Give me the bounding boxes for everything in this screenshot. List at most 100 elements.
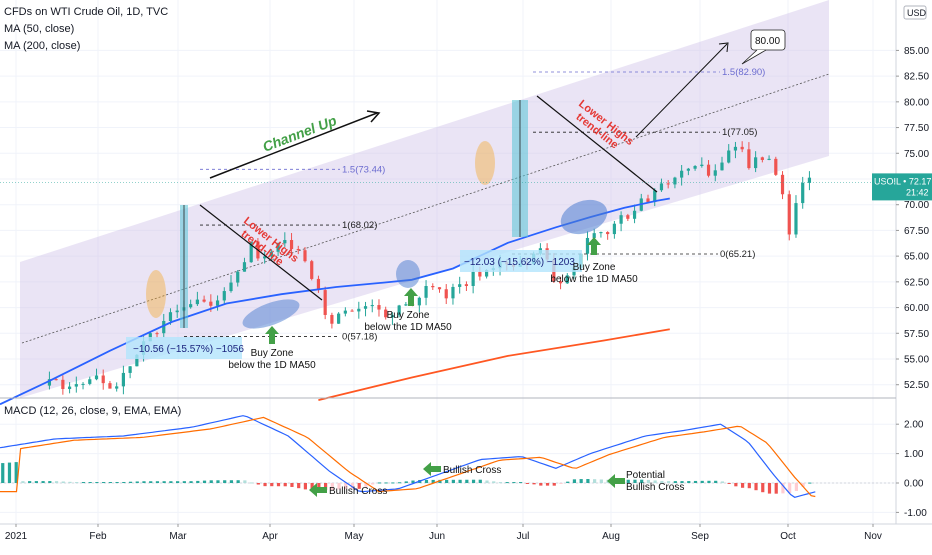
candle-body xyxy=(222,291,226,301)
macd-histogram-bar xyxy=(330,483,334,490)
candle-body xyxy=(774,158,778,175)
candle-body xyxy=(754,157,758,169)
candle-body xyxy=(680,170,684,178)
candle-body xyxy=(424,285,428,298)
macd-histogram-bar xyxy=(788,483,792,494)
macd-histogram-bar xyxy=(693,480,698,483)
candle-body xyxy=(760,157,764,160)
buy-zone-arrow-3 xyxy=(587,237,601,255)
macd-histogram-bar xyxy=(451,479,455,483)
macd-histogram-bar xyxy=(579,479,583,483)
candle-body xyxy=(162,320,166,334)
macd-histogram-bar xyxy=(323,483,328,490)
candle-body xyxy=(659,183,664,191)
candle-body xyxy=(390,315,395,318)
candle-body xyxy=(242,262,247,272)
macd-histogram-bar xyxy=(593,479,597,483)
macd-histogram-bar xyxy=(303,483,308,490)
candle-body xyxy=(276,243,280,252)
macd-histogram-bar xyxy=(519,482,523,484)
candle-body xyxy=(47,379,52,386)
target-callout-text: 80.00 xyxy=(755,36,780,47)
candle-body xyxy=(323,290,327,315)
candle-body xyxy=(263,256,267,259)
price-tick-label: 85.00 xyxy=(904,46,929,57)
candle-body xyxy=(686,168,690,171)
level-1.5-73.44-label: 1.5(73.44) xyxy=(342,164,385,175)
channel-up-arrowhead xyxy=(366,110,381,123)
buy-zone-label-1: Buy Zone below the 1D MA50 xyxy=(228,348,316,371)
time-tick-label: Jun xyxy=(429,531,445,542)
candle-body xyxy=(74,384,78,387)
macd-histogram-bar xyxy=(297,483,301,489)
macd-histogram-bar xyxy=(236,480,240,483)
macd-pane: -1.00 0.00 1.00 2.00 Bullish Cross Bullish Cr… xyxy=(0,415,927,519)
price-tick-label: 62.50 xyxy=(904,277,929,288)
candle-body xyxy=(767,158,771,160)
macd-histogram-bar xyxy=(660,480,664,483)
candle-body xyxy=(484,269,489,277)
projection-arrow xyxy=(635,43,728,138)
macd-histogram-bar xyxy=(276,483,281,487)
macd-histogram-bar xyxy=(586,479,590,483)
projection-arrowhead xyxy=(718,42,729,53)
signal-line xyxy=(0,416,816,498)
macd-histogram-bar xyxy=(21,481,25,483)
level-1.5-82.90-label: 1.5(82.90) xyxy=(722,67,765,78)
candle-body xyxy=(706,164,711,176)
time-tick-label: Oct xyxy=(780,531,796,542)
macd-histogram-bar xyxy=(391,482,395,484)
currency-box[interactable] xyxy=(903,5,927,20)
candle-body xyxy=(700,164,704,166)
candle-body xyxy=(693,165,697,169)
macd-histogram-bar xyxy=(142,481,146,483)
candle-body xyxy=(202,299,206,302)
macd-legend: MACD (12, 26, close, 9, EMA, EMA) xyxy=(4,405,182,417)
price-tick-label: 82.50 xyxy=(904,72,929,83)
macd-histogram-bar xyxy=(492,481,496,483)
price-tick-label: 77.50 xyxy=(904,123,929,134)
candle-body xyxy=(94,375,99,380)
buy-zone-ellipse-1 xyxy=(242,299,300,329)
candle-body xyxy=(330,314,334,324)
macd-histogram-bar xyxy=(471,479,476,483)
candle-body xyxy=(558,281,563,284)
candle-body xyxy=(236,271,240,283)
macd-histogram-bar xyxy=(149,481,153,483)
measure-label-box-1 xyxy=(126,337,242,359)
ma200-legend: MA (200, close) xyxy=(4,40,81,52)
macd-histogram-bar xyxy=(371,483,375,485)
macd-histogram-bar xyxy=(155,481,160,483)
macd-histogram-bar xyxy=(162,481,166,483)
macd-histogram-bar xyxy=(397,482,402,484)
macd-histogram-bar xyxy=(734,483,738,487)
level-1-77.05-label: 1(77.05) xyxy=(722,127,757,138)
macd-histogram-bar xyxy=(81,482,86,484)
macd-tick-label: 0.00 xyxy=(904,479,924,490)
price-tick-label: 57.50 xyxy=(904,329,929,340)
target-callout-box xyxy=(750,29,786,51)
symbol-tag-text: USOIL • 72.17 xyxy=(874,176,931,186)
macd-histogram-bar xyxy=(41,481,45,483)
time-tick-label: May xyxy=(345,531,364,542)
macd-histogram-bar xyxy=(552,483,556,486)
price-tick-label: 70.00 xyxy=(904,200,929,211)
macd-histogram-bar xyxy=(54,481,59,483)
macd-histogram-bar xyxy=(720,481,725,483)
buy-zone-label-2: Buy Zone below the 1D MA50 xyxy=(364,310,452,333)
ma50-legend: MA (50, close) xyxy=(4,23,75,35)
macd-histogram-bar xyxy=(115,482,119,484)
buy-zone-label-3: Buy Zone below the 1D MA50 xyxy=(550,262,638,285)
macd-histogram-bar xyxy=(505,482,509,484)
macd-histogram-bar xyxy=(310,483,314,490)
candle-body xyxy=(350,310,354,312)
candle-body xyxy=(370,305,374,307)
macd-histogram-bar xyxy=(1,463,5,483)
macd-histogram-bar xyxy=(532,483,536,485)
macd-histogram-bar xyxy=(411,480,415,483)
candle-body xyxy=(384,309,388,318)
buy-zone-arrow-2 xyxy=(404,288,418,306)
candle-body xyxy=(431,285,435,288)
macd-histogram-bar xyxy=(559,483,563,484)
